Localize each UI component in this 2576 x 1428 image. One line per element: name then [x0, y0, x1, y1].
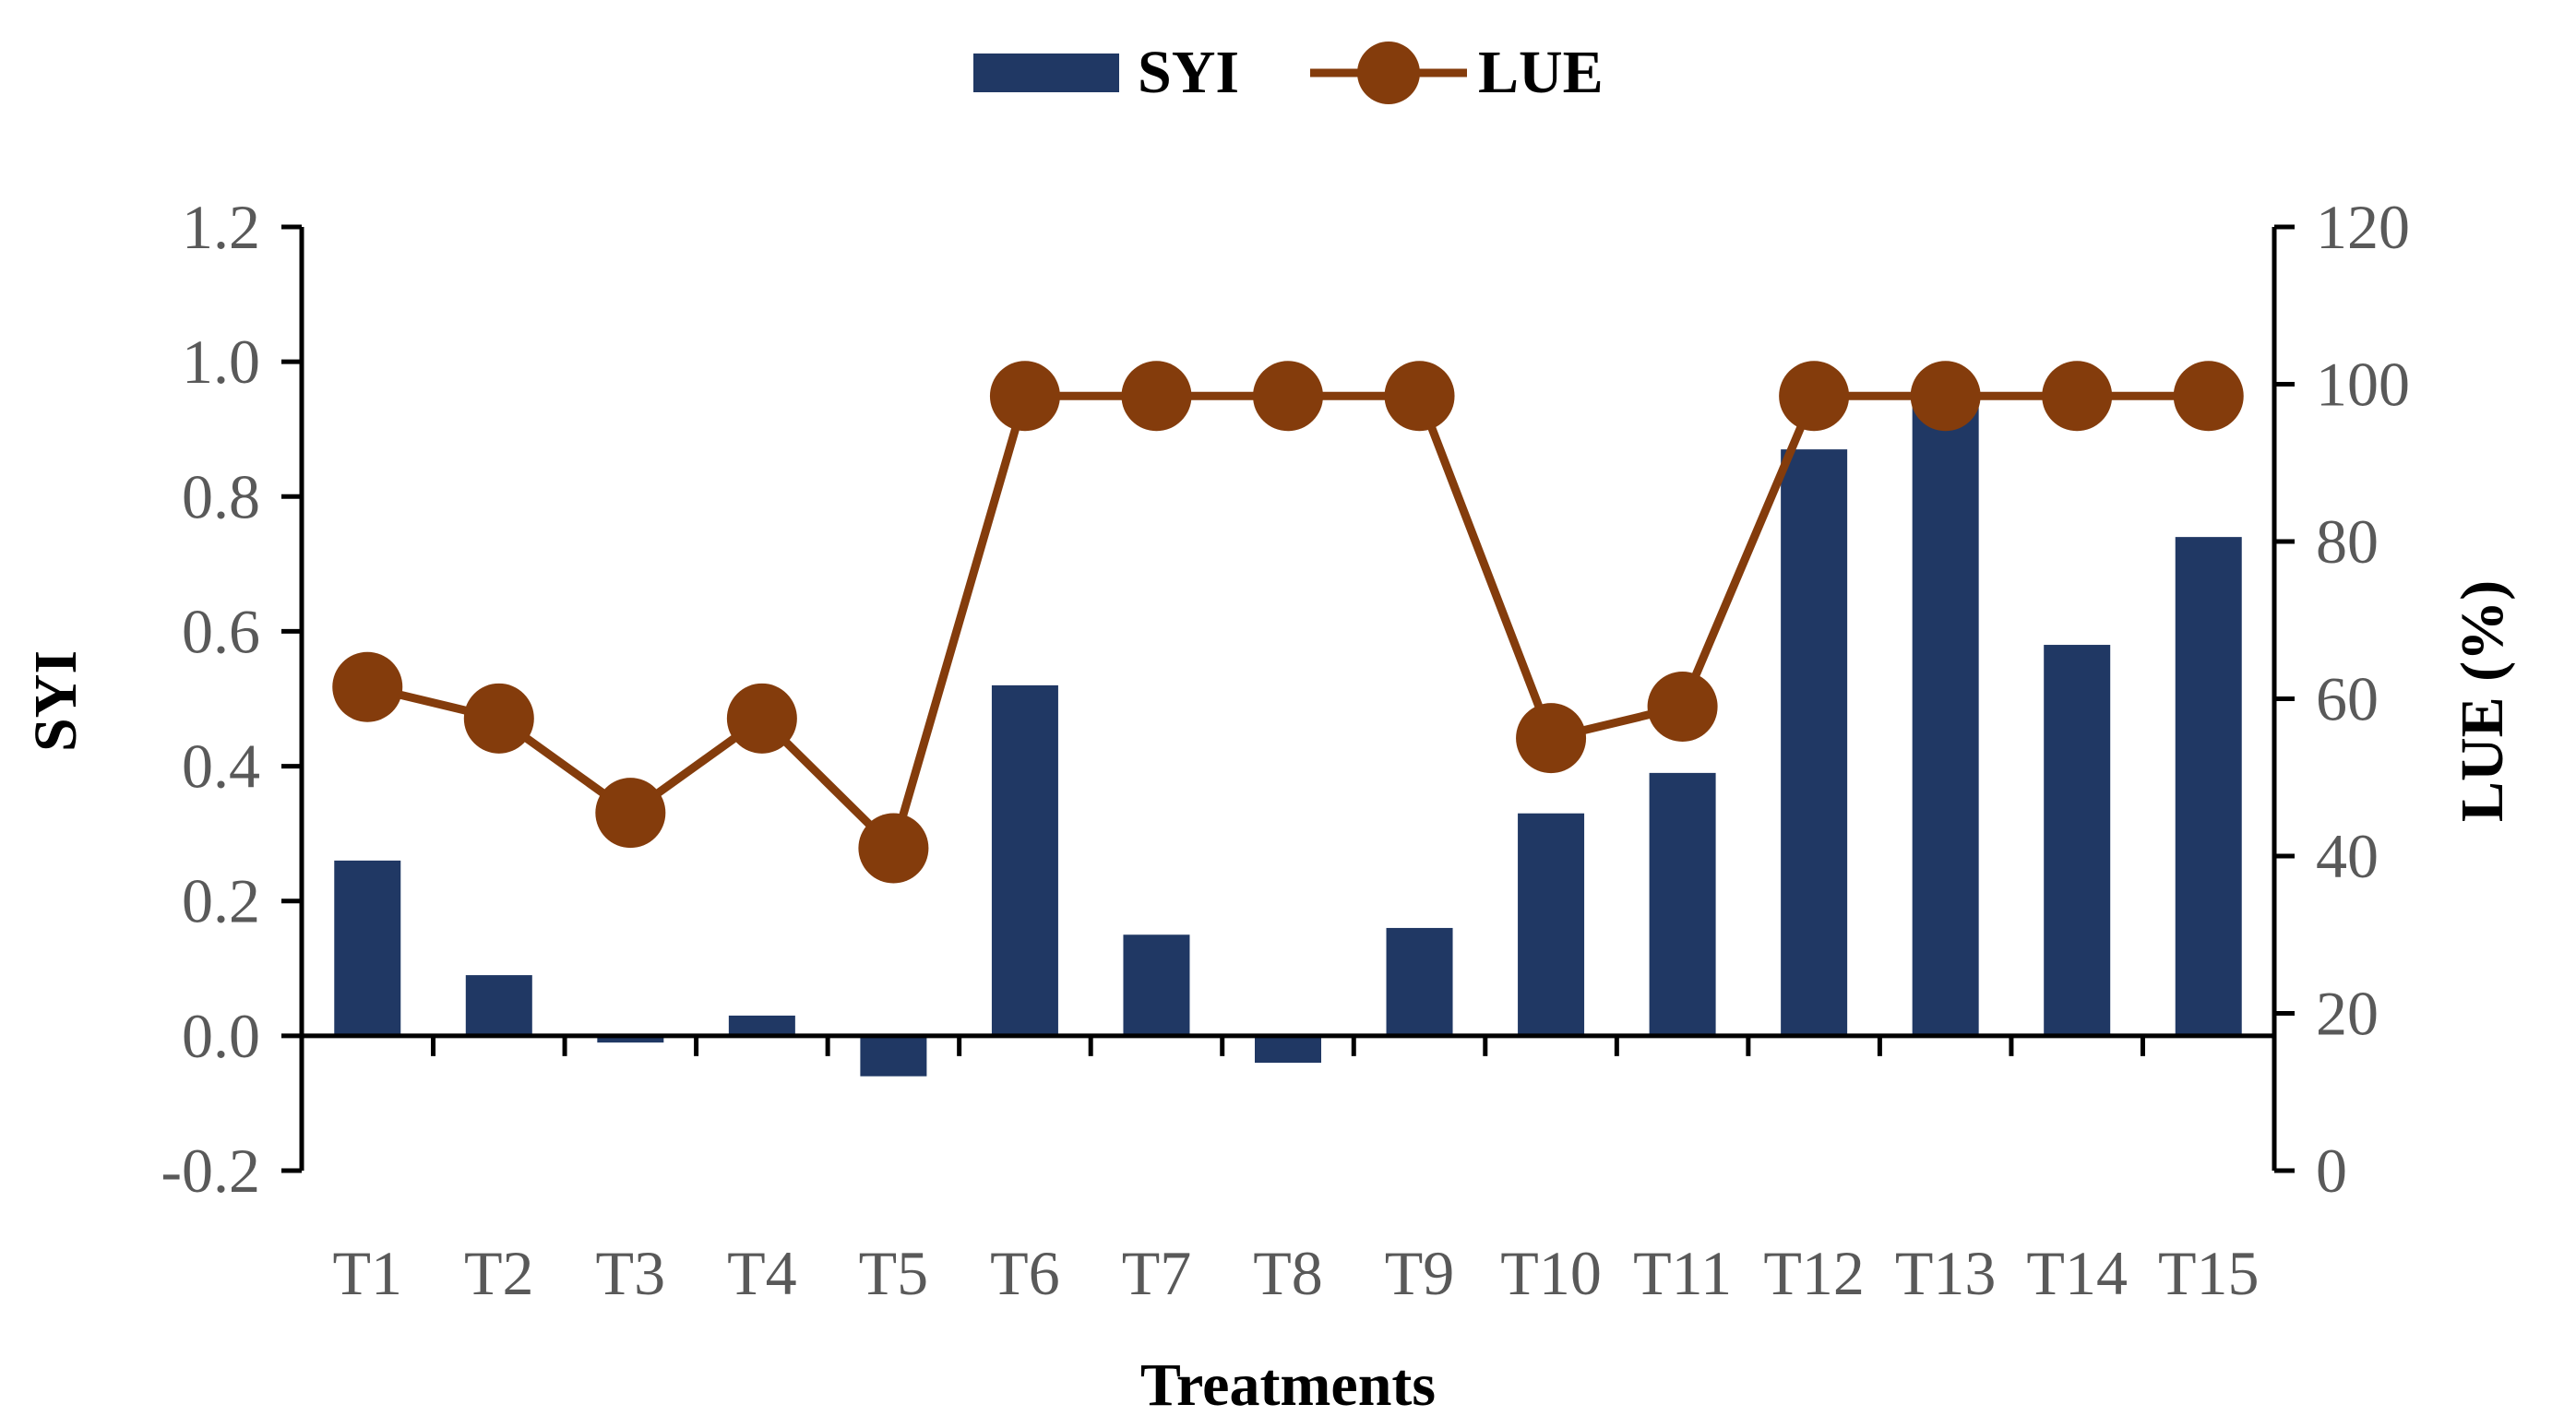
x-ticks: [299, 1035, 2277, 1056]
syi-bar-t11: [1649, 772, 1716, 1036]
syi-bar-t14: [2044, 645, 2111, 1036]
lue-point-t8: [1253, 361, 1323, 432]
y-ticks: -0.2 0.0 0.2 0.4 0.6 0.8 1.0 1.2: [161, 192, 302, 1206]
x-tick-label: T14: [2026, 1238, 2128, 1308]
legend: SYI LUE: [973, 39, 1604, 106]
x-tick-label: T13: [1895, 1238, 1997, 1308]
y-tick-label: 0.0: [182, 1001, 260, 1071]
syi-bar-t2: [465, 975, 532, 1036]
y-tick-label: 0.4: [182, 732, 260, 802]
y-tick-label: 1.0: [182, 327, 260, 397]
x-tick-label: T10: [1500, 1238, 1602, 1308]
lue-point-t1: [332, 651, 403, 722]
lue-point-t6: [989, 361, 1060, 432]
x-tick-label: T8: [1253, 1238, 1323, 1308]
y-tick-label: 0.8: [182, 461, 260, 531]
y-tick-label: 0.2: [182, 866, 260, 936]
y2-tick-label: 40: [2316, 821, 2379, 891]
y-tick-label: 0.6: [182, 596, 260, 666]
syi-bar-t7: [1123, 934, 1190, 1036]
y2-tick-label: 20: [2316, 979, 2379, 1049]
y2-ticks: 0 20 40 60 80 100 120: [2274, 192, 2410, 1206]
lue-point-t10: [1516, 703, 1587, 774]
lue-point-t13: [1910, 361, 1981, 432]
x-axis-title: Treatments: [1140, 1351, 1436, 1419]
y2-tick-label: 80: [2316, 506, 2379, 577]
lue-point-t3: [595, 778, 666, 849]
syi-bar-t15: [2175, 537, 2242, 1036]
lue-point-t14: [2042, 361, 2113, 432]
x-tick-label: T4: [727, 1238, 797, 1308]
x-tick-label: T6: [990, 1238, 1060, 1308]
syi-bar-t10: [1518, 813, 1585, 1036]
y-tick-label: 1.2: [182, 192, 260, 262]
y2-tick-label: 60: [2316, 664, 2379, 734]
y-axis-title: SYI: [22, 650, 89, 752]
y2-tick-label: 0: [2316, 1136, 2347, 1206]
x-tick-label: T12: [1763, 1238, 1865, 1308]
legend-label-lue: LUE: [1478, 39, 1604, 106]
lue-point-t4: [726, 683, 797, 754]
lue-point-t11: [1647, 672, 1718, 743]
syi-bar-t6: [991, 684, 1058, 1036]
lue-point-t9: [1384, 361, 1455, 432]
syi-bar-t1: [334, 860, 401, 1036]
syi-bar-t5: [860, 1035, 927, 1077]
syi-bar-t3: [597, 1035, 664, 1043]
x-tick-label: T15: [2158, 1238, 2260, 1308]
syi-bar-t12: [1781, 449, 1848, 1036]
syi-bars: [334, 388, 2242, 1077]
y2-tick-label: 100: [2316, 350, 2410, 420]
x-tick-label: T1: [332, 1238, 402, 1308]
lue-point-t5: [858, 813, 929, 884]
x-tick-label: T11: [1633, 1238, 1732, 1308]
x-tick-labels: T1 T2 T3 T4 T5 T6 T7 T8 T9 T10 T11 T12 T13 T14 T15: [332, 1238, 2259, 1308]
lue-point-t7: [1121, 361, 1192, 432]
x-tick-label: T7: [1122, 1238, 1192, 1308]
lue-point-t2: [463, 683, 534, 754]
syi-bar-t8: [1255, 1035, 1321, 1064]
legend-swatch-syi: [973, 54, 1119, 92]
syi-bar-t13: [1912, 388, 1979, 1036]
x-tick-label: T5: [859, 1238, 929, 1308]
y-tick-label: -0.2: [161, 1136, 260, 1206]
legend-label-syi: SYI: [1138, 39, 1239, 106]
syi-bar-t4: [728, 1015, 795, 1036]
y2-tick-label: 120: [2316, 192, 2410, 262]
legend-swatch-lue-marker: [1357, 42, 1420, 104]
syi-bar-t9: [1386, 927, 1453, 1036]
lue-series: [332, 361, 2244, 884]
x-tick-label: T9: [1385, 1238, 1455, 1308]
lue-point-t12: [1779, 361, 1850, 432]
x-tick-label: T3: [596, 1238, 666, 1308]
lue-point-t15: [2173, 361, 2244, 432]
x-tick-label: T2: [464, 1238, 534, 1308]
y2-axis-title: LUE (%): [2449, 580, 2516, 822]
